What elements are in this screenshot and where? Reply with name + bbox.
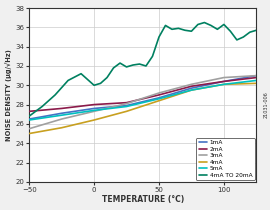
Text: 21031-006: 21031-006 xyxy=(264,92,269,118)
X-axis label: TEMPERATURE (°C): TEMPERATURE (°C) xyxy=(102,196,184,205)
Legend: 1mA, 2mA, 3mA, 4mA, 5mA, 4mA TO 20mA: 1mA, 2mA, 3mA, 4mA, 5mA, 4mA TO 20mA xyxy=(196,138,255,180)
Y-axis label: NOISE DENSITY (μg/√Hz): NOISE DENSITY (μg/√Hz) xyxy=(6,49,12,141)
